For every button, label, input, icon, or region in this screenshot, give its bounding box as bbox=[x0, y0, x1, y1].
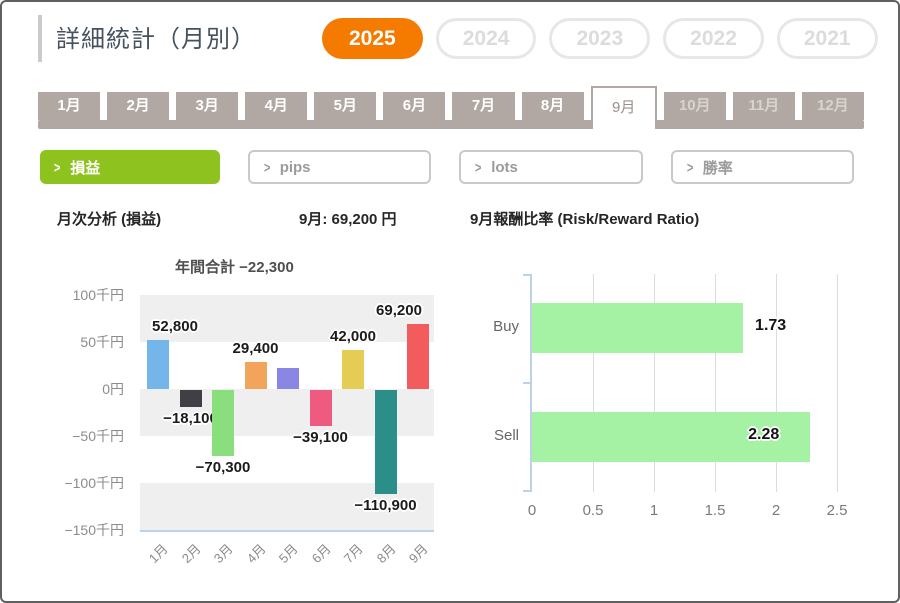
bar-buy[interactable] bbox=[532, 303, 744, 353]
filter-label: 勝率 bbox=[702, 159, 733, 177]
monthly-pl-y-axis: 100千円 50千円 0円 −50千円 −100千円 −150千円 bbox=[38, 287, 132, 538]
risk-reward-plot-area: Buy 1.73 Sell 2.28 0 0.5 1 1.5 2 2.5 bbox=[493, 274, 847, 519]
section-title-monthly-analysis: 月次分析 (損益) bbox=[57, 211, 162, 228]
chevron-right-icon: > bbox=[263, 158, 270, 176]
gridline bbox=[592, 274, 594, 492]
page-title: 詳細統計（月別） bbox=[56, 26, 256, 53]
bar-value-label: −70,300 bbox=[195, 458, 251, 476]
x-axis-label: 6月 bbox=[308, 541, 334, 567]
bar-6月[interactable] bbox=[309, 389, 332, 427]
chevron-right-icon: > bbox=[474, 158, 482, 176]
y-axis-tick-label: 0円 bbox=[102, 381, 124, 397]
filter-button-pips[interactable]: > pips bbox=[247, 150, 431, 184]
category-label: Sell bbox=[493, 427, 519, 444]
x-axis-label: 7月 bbox=[340, 541, 366, 567]
year-tab-2022[interactable]: 2022 bbox=[663, 18, 764, 59]
filter-label: pips bbox=[279, 158, 311, 176]
bar-value-label: 69,200 bbox=[376, 302, 422, 320]
month-tab-bar: 1月 2月 3月 4月 5月 6月 7月 8月 9月 10月 11月 12月 bbox=[38, 86, 864, 129]
month-tab-4[interactable]: 4月 bbox=[245, 92, 308, 120]
month-tab-1[interactable]: 1月 bbox=[38, 92, 101, 120]
chevron-right-icon: > bbox=[686, 158, 693, 176]
month-tab-8[interactable]: 8月 bbox=[521, 92, 584, 120]
bar-5月[interactable] bbox=[277, 368, 299, 390]
x-axis-label: 2月 bbox=[178, 541, 204, 567]
bar-value-label: −18,100 bbox=[163, 409, 218, 427]
month-tab-9[interactable]: 9月 bbox=[590, 86, 657, 129]
filter-button-winrate[interactable]: > 勝率 bbox=[670, 150, 854, 184]
y-axis-tick-label: 100千円 bbox=[72, 287, 124, 303]
month-tab-7[interactable]: 7月 bbox=[452, 92, 515, 120]
month-tab-2[interactable]: 2月 bbox=[107, 92, 170, 120]
category-label: Buy bbox=[493, 318, 519, 335]
axis-tick bbox=[523, 490, 530, 492]
x-axis-label: 5月 bbox=[275, 541, 301, 567]
month-tab-6[interactable]: 6月 bbox=[383, 92, 446, 120]
bar-7月[interactable] bbox=[342, 350, 364, 390]
gridline bbox=[653, 274, 655, 492]
metric-filter-bar: > 損益 > pips > lots > 勝率 bbox=[40, 150, 854, 184]
axis-tick bbox=[523, 382, 530, 384]
bar-8月[interactable] bbox=[374, 389, 397, 494]
month-tab-baseline bbox=[38, 120, 864, 129]
axis-tick bbox=[523, 274, 530, 276]
filter-button-lots[interactable]: > lots bbox=[459, 150, 643, 184]
x-axis-label: 1月 bbox=[145, 541, 171, 567]
bar-2月[interactable] bbox=[179, 389, 202, 407]
gridline bbox=[775, 274, 777, 492]
month-tab-11: 11月 bbox=[732, 92, 795, 120]
bar-value-label: 52,800 bbox=[152, 317, 198, 335]
x-axis-tick-label: 2.5 bbox=[826, 502, 848, 519]
bar-3月[interactable] bbox=[212, 389, 234, 456]
x-axis-label: 9月 bbox=[405, 541, 431, 567]
x-axis-tick-label: 1 bbox=[649, 502, 659, 519]
chevron-right-icon: > bbox=[53, 158, 61, 176]
month-tab-3[interactable]: 3月 bbox=[176, 92, 239, 120]
year-tab-2024[interactable]: 2024 bbox=[435, 18, 537, 59]
month-tab-12: 12月 bbox=[801, 92, 864, 120]
x-axis-label: 8月 bbox=[373, 541, 399, 567]
gridline bbox=[836, 274, 838, 492]
filter-button-profit[interactable]: > 損益 bbox=[40, 150, 220, 184]
section-title-risk-reward: 9月報酬比率 (Risk/Reward Ratio) bbox=[470, 211, 700, 228]
bar-value-label: −39,100 bbox=[293, 429, 348, 447]
x-axis-label: 4月 bbox=[243, 541, 269, 567]
y-axis-tick-label: −100千円 bbox=[64, 475, 124, 491]
monthly-pl-plot-area: 52,800 1月 −18,100 2月 −70,300 3月 29,400 4月 5月 −39,… bbox=[140, 295, 434, 566]
year-tab-2023[interactable]: 2023 bbox=[549, 18, 651, 59]
y-axis-tick-label: 50千円 bbox=[80, 334, 124, 350]
x-axis-tick-label: 0 bbox=[527, 502, 537, 519]
chart-title-annual-total: 年間合計 −22,300 bbox=[175, 259, 294, 276]
bar-value-label: −110,900 bbox=[354, 496, 417, 514]
filter-label: 損益 bbox=[70, 159, 101, 177]
y-axis-tick-label: −150千円 bbox=[64, 522, 124, 538]
x-axis-label: 3月 bbox=[210, 541, 236, 567]
y-axis-tick-label: −50千円 bbox=[72, 428, 124, 444]
gridline bbox=[714, 274, 716, 492]
year-tab-2021[interactable]: 2021 bbox=[776, 18, 878, 59]
bar-4月[interactable] bbox=[244, 361, 267, 390]
monthly-total-value: 9月: 69,200 円 bbox=[299, 211, 397, 228]
bar-value-label: 1.73 bbox=[755, 317, 787, 334]
year-tab-2025[interactable]: 2025 bbox=[322, 18, 423, 59]
bar-value-label: 2.28 bbox=[748, 426, 780, 443]
bar-1月[interactable] bbox=[147, 339, 169, 390]
month-tab-5[interactable]: 5月 bbox=[314, 92, 377, 120]
bar-value-label: 29,400 bbox=[232, 339, 279, 357]
month-tab-10: 10月 bbox=[663, 92, 726, 120]
bar-sell[interactable] bbox=[532, 412, 811, 462]
x-axis-tick-label: 1.5 bbox=[704, 502, 726, 519]
x-axis-tick-label: 2 bbox=[771, 502, 781, 519]
filter-label: lots bbox=[491, 158, 518, 176]
bar-value-label: 42,000 bbox=[330, 328, 376, 346]
title-accent-bar bbox=[38, 15, 42, 62]
year-tab-bar: 2025 2024 2023 2022 2021 bbox=[322, 18, 878, 59]
bar-9月[interactable] bbox=[407, 324, 429, 390]
x-axis-tick-label: 0.5 bbox=[582, 502, 604, 519]
